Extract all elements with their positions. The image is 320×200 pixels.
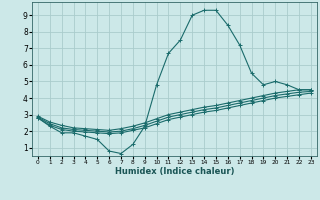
X-axis label: Humidex (Indice chaleur): Humidex (Indice chaleur)	[115, 167, 234, 176]
